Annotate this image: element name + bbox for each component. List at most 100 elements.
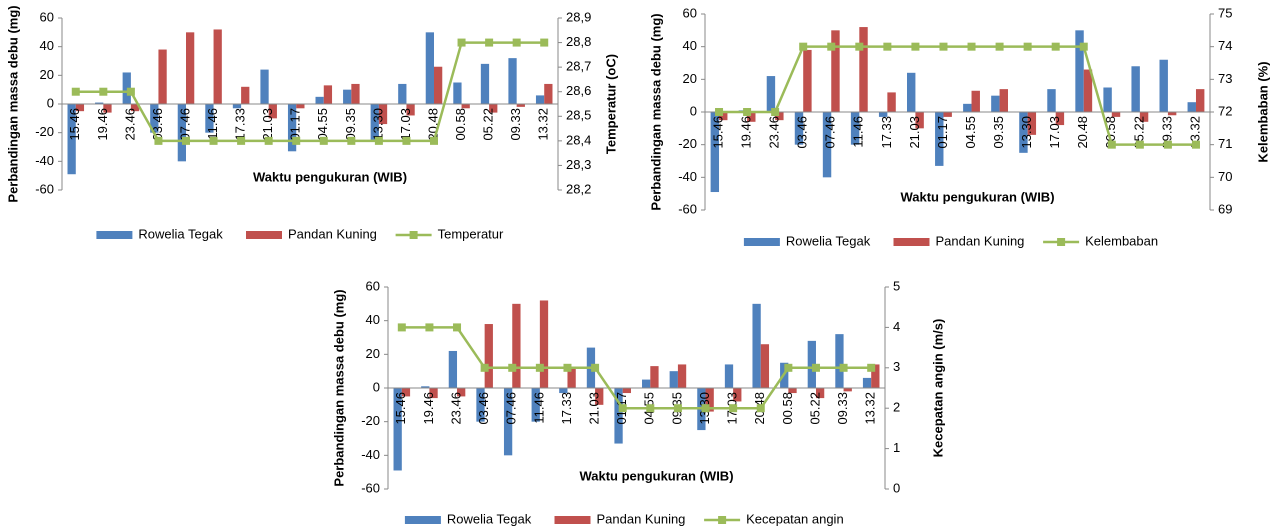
x-tick-label: 09.35 [343,108,358,141]
bar [122,72,131,104]
y-tick-label: 40 [40,38,54,53]
legend-label: Pandan Kuning [936,233,1025,248]
legend-label: Kelembaban [1085,233,1158,248]
x-axis-title: Waktu pengukuran (WIB) [253,169,407,184]
y-tick-label: -20 [361,413,380,428]
line-marker [827,42,836,51]
bar [378,104,388,125]
y-tick-label: -20 [35,124,54,139]
y2-tick-label: 69 [1218,201,1232,216]
line-marker [264,136,273,145]
bar [434,66,443,104]
y2-tick-label: 4 [893,319,900,334]
bar [963,103,972,112]
bar [887,92,896,112]
line-marker [867,363,876,372]
bar [650,366,659,388]
line-marker [911,42,920,51]
line-marker [540,38,549,47]
y-tick-label: -60 [35,181,54,196]
line-marker [319,136,328,145]
bar [421,386,430,388]
bar [457,388,466,397]
bar [595,388,604,405]
line-marker [1023,42,1032,51]
bar [710,112,720,193]
line-marker [756,404,765,413]
x-tick-label: 05.22 [481,108,496,141]
line-marker [855,42,864,51]
line-marker [883,42,892,51]
y-tick-label: 20 [683,71,697,86]
bar [177,104,186,162]
bar [1083,69,1093,112]
bar [425,32,434,105]
line [401,326,872,410]
line-marker [1163,140,1172,149]
x-tick-label: 04.55 [315,108,330,141]
line-marker [453,323,462,332]
legend-swatch [96,231,133,239]
y2-axis-title: Kelembaban (%) [1255,61,1270,162]
x-tick-label: 17.33 [879,116,894,149]
y2-tick-label: 28,4 [566,132,591,147]
line-marker [729,404,738,413]
bar [788,388,797,394]
bar [158,49,167,104]
bar [850,112,860,145]
bar [766,76,776,112]
y-tick-label: 60 [366,278,380,293]
bar [822,112,832,178]
line-marker [480,363,489,372]
y2-tick-label: 2 [893,400,900,415]
bar [476,388,485,422]
x-tick-label: 07.46 [504,392,519,425]
bar [544,83,553,104]
y-tick-label: 0 [690,103,697,118]
bar [539,300,549,388]
bar [453,82,462,104]
x-tick-label: 11.46 [531,392,546,424]
x-tick-label: 23.46 [448,392,463,425]
line-marker [743,108,752,116]
bar [1055,112,1065,126]
line-marker [811,363,820,372]
legend-label: Temperatur [438,226,504,241]
y2-tick-label: 0 [893,480,900,495]
y2-axis-title: Kecepatan angin (m/s) [930,319,945,458]
y2-tick-label: 74 [1218,38,1232,53]
line-marker [485,38,494,47]
line-marker [646,404,655,413]
line-marker [591,363,600,372]
legend-swatch [893,238,930,246]
bar [67,104,76,175]
legend-swatch [404,516,441,524]
bar [1027,112,1037,135]
bar [315,96,324,104]
y-axis-title: Perbandingan massa debu (mg) [5,5,20,202]
x-tick-label: 21.03 [260,108,275,141]
bar [232,104,242,109]
bar [719,112,728,121]
bar [1019,112,1028,153]
legend-swatch [554,516,591,524]
x-tick-label: 17.03 [1047,116,1062,149]
x-tick-label: 21.03 [587,392,602,425]
x-tick-label: 17.33 [233,108,248,141]
line-marker [715,108,724,116]
x-tick-label: 05.22 [807,392,822,425]
y2-tick-label: 28,8 [566,34,591,49]
x-tick-label: 00.58 [780,392,795,425]
bar [480,63,490,104]
legend-label: Kecepatan angin [746,511,844,526]
bar [971,90,980,112]
bar [677,364,687,388]
bar [991,95,1000,112]
y-tick-label: -60 [678,201,697,216]
y-axis-title: Perbandingan massa debu (mg) [331,289,346,486]
bar [831,30,840,112]
x-tick-label: 21.03 [907,116,922,149]
legend-label: Rowelia Tegak [786,233,871,248]
legend-swatch [409,231,418,239]
